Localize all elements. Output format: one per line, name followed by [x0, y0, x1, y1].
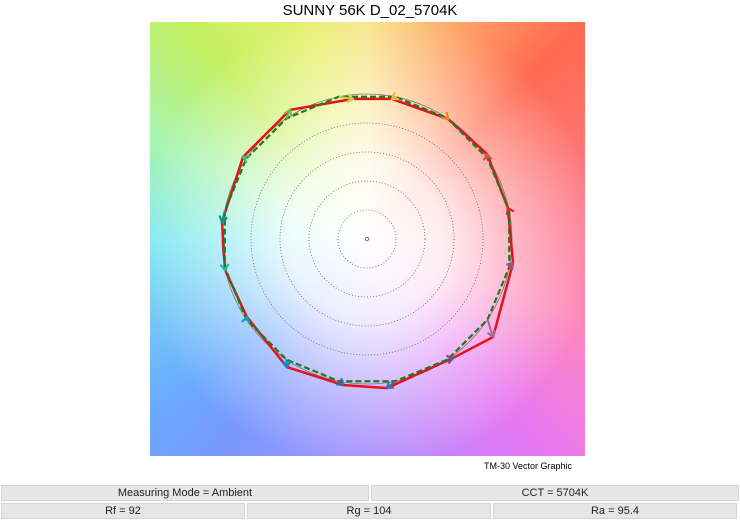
arrow-head [446, 354, 455, 365]
arrow-head [241, 315, 251, 324]
arrow-head [335, 377, 345, 387]
chart-caption: TM-30 Vector Graphic [484, 461, 573, 471]
arrow-head [486, 330, 497, 339]
arrow-head [241, 154, 251, 164]
info-row-1: Measuring Mode = Ambient CCT = 5704K [0, 484, 740, 502]
rf-value: Rf = 92 [0, 502, 246, 520]
arrow-head [346, 93, 355, 103]
chart-title: SUNNY 56K D_02_5704K [282, 2, 458, 19]
arrow-head [390, 92, 399, 101]
vector-graphic-plot [218, 92, 515, 390]
center-marker [364, 236, 370, 242]
ra-value: Ra = 95.4 [492, 502, 738, 520]
arrow-head [283, 108, 293, 118]
arrow-head [482, 152, 493, 161]
arrow-head [505, 261, 515, 271]
arrow-head [219, 263, 230, 272]
reference-polygon [223, 95, 511, 383]
arrow-head [505, 206, 515, 216]
arrow-head [218, 215, 228, 224]
ring [279, 151, 455, 327]
ring [308, 180, 426, 298]
arrow-head [281, 360, 292, 369]
arrow-head [440, 111, 450, 121]
arrow-head [385, 381, 395, 390]
test-polygon [220, 97, 515, 390]
hue-bin-arrow [486, 319, 494, 338]
measuring-mode: Measuring Mode = Ambient [0, 484, 370, 502]
info-row-2: Rf = 92 Rg = 104 Ra = 95.4 [0, 502, 740, 520]
ring [250, 122, 484, 356]
hue-bin-arrow [338, 95, 354, 100]
rg-value: Rg = 104 [246, 502, 492, 520]
cct-value: CCT = 5704K [370, 484, 740, 502]
ring [337, 209, 397, 269]
